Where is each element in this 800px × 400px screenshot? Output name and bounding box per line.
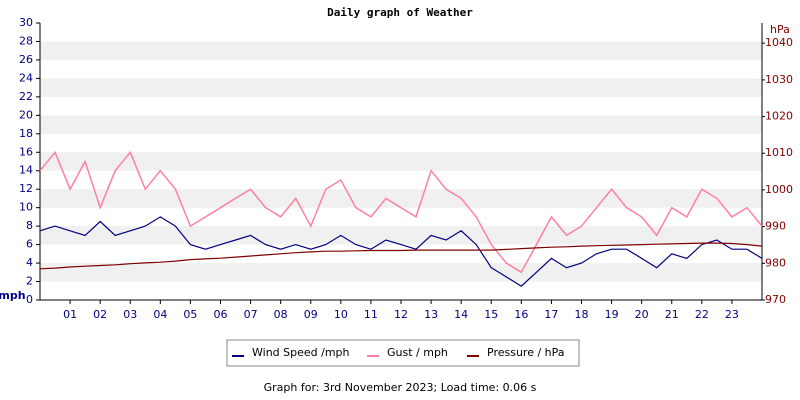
y-tick-label: 28 <box>19 34 33 47</box>
y-tick-label: 2 <box>26 275 33 288</box>
y2-tick-label: 1030 <box>765 73 793 86</box>
y2-tick-label: 980 <box>765 256 786 269</box>
x-tick-label: 11 <box>364 308 378 321</box>
y2-tick-label: 1020 <box>765 110 793 123</box>
grid-band <box>40 226 762 245</box>
caption: Graph for: 3rd November 2023; Load time:… <box>264 381 537 394</box>
x-tick-label: 19 <box>605 308 619 321</box>
legend-label: Gust / mph <box>387 346 448 359</box>
y-tick-label: 10 <box>19 201 33 214</box>
x-tick-label: 12 <box>394 308 408 321</box>
x-tick-label: 02 <box>93 308 107 321</box>
chart-title: Daily graph of Weather <box>327 6 473 19</box>
legend-box <box>226 339 580 367</box>
y2-axis-label: hPa <box>770 23 790 36</box>
x-tick-label: 01 <box>63 308 77 321</box>
x-tick-label: 07 <box>244 308 258 321</box>
y-tick-label: 16 <box>19 145 33 158</box>
y-tick-label: 0 <box>26 293 33 306</box>
x-tick-label: 03 <box>123 308 137 321</box>
y2-tick-label: 1000 <box>765 183 793 196</box>
legend-label: Pressure / hPa <box>487 346 565 359</box>
x-tick-label: 22 <box>695 308 709 321</box>
x-tick-label: 13 <box>424 308 438 321</box>
y-tick-label: 6 <box>26 238 33 251</box>
x-tick-label: 16 <box>514 308 528 321</box>
x-tick-label: 21 <box>665 308 679 321</box>
grid-band <box>40 41 762 60</box>
y2-tick-label: 1040 <box>765 36 793 49</box>
x-tick-label: 06 <box>214 308 228 321</box>
grid-band <box>40 78 762 97</box>
x-tick-label: 17 <box>544 308 558 321</box>
y-tick-label: 20 <box>19 108 33 121</box>
x-tick-label: 14 <box>454 308 468 321</box>
x-tick-label: 08 <box>274 308 288 321</box>
y-tick-label: 26 <box>19 53 33 66</box>
y2-tick-label: 970 <box>765 293 786 306</box>
y2-tick-label: 1010 <box>765 146 793 159</box>
x-tick-label: 20 <box>635 308 649 321</box>
y-axis-label: mph <box>0 289 26 302</box>
y2-tick-label: 990 <box>765 220 786 233</box>
legend-label: Wind Speed /mph <box>252 346 350 359</box>
x-tick-label: 18 <box>575 308 589 321</box>
x-tick-label: 05 <box>183 308 197 321</box>
y-tick-label: 12 <box>19 182 33 195</box>
y-tick-label: 4 <box>26 256 33 269</box>
x-tick-label: 04 <box>153 308 167 321</box>
x-tick-label: 15 <box>484 308 498 321</box>
x-tick-label: 10 <box>334 308 348 321</box>
series-line <box>39 216 763 287</box>
y-tick-label: 8 <box>26 219 33 232</box>
grid-band <box>40 263 762 282</box>
y-tick-label: 22 <box>19 90 33 103</box>
y-tick-label: 14 <box>19 164 33 177</box>
grid-band <box>40 115 762 134</box>
x-tick-label: 23 <box>725 308 739 321</box>
y-tick-label: 24 <box>19 71 33 84</box>
y-tick-label: 30 <box>19 16 33 29</box>
x-tick-label: 09 <box>304 308 318 321</box>
grid-band <box>40 189 762 208</box>
series-line <box>39 242 763 270</box>
grid-band <box>40 152 762 171</box>
y-tick-label: 18 <box>19 127 33 140</box>
series-line <box>39 150 763 274</box>
